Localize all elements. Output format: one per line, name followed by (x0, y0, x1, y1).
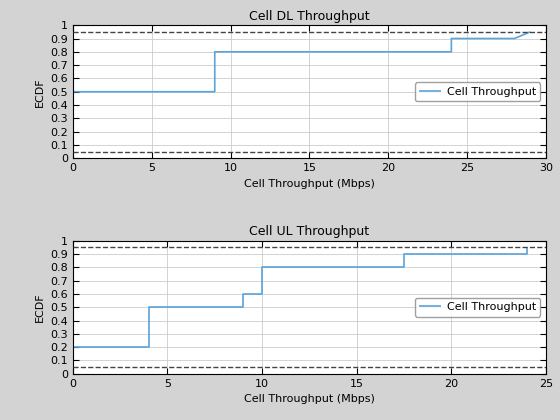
Cell Throughput (211, 49, 218, 54)
Cell Throughput (211, 89, 218, 94)
Cell Throughput (259, 265, 265, 270)
Cell Throughput (448, 36, 455, 41)
Cell Throughput (240, 291, 246, 297)
Cell Throughput (401, 265, 408, 270)
Legend: Cell Throughput: Cell Throughput (414, 298, 540, 317)
Cell Throughput (511, 36, 518, 41)
Cell Throughput (464, 36, 470, 41)
Cell Throughput (448, 252, 455, 257)
Line: Cell Throughput: Cell Throughput (73, 247, 527, 347)
Cell Throughput (524, 252, 530, 257)
Cell Throughput (524, 245, 530, 250)
Legend: Cell Throughput: Cell Throughput (414, 82, 540, 101)
Cell Throughput (69, 345, 76, 350)
Title: Cell UL Throughput: Cell UL Throughput (249, 225, 370, 238)
Cell Throughput (448, 252, 455, 257)
Y-axis label: ECDF: ECDF (35, 292, 45, 322)
Cell Throughput (145, 345, 152, 350)
Cell Throughput (410, 252, 417, 257)
Cell Throughput (69, 89, 76, 94)
X-axis label: Cell Throughput (Mbps): Cell Throughput (Mbps) (244, 178, 375, 189)
Title: Cell DL Throughput: Cell DL Throughput (249, 10, 370, 23)
Cell Throughput (278, 265, 284, 270)
Cell Throughput (410, 252, 417, 257)
Cell Throughput (259, 291, 265, 297)
Line: Cell Throughput: Cell Throughput (73, 32, 530, 92)
Cell Throughput (240, 305, 246, 310)
Y-axis label: ECDF: ECDF (35, 77, 45, 107)
Cell Throughput (527, 29, 534, 34)
Cell Throughput (227, 49, 234, 54)
Cell Throughput (401, 252, 408, 257)
Cell Throughput (145, 305, 152, 310)
X-axis label: Cell Throughput (Mbps): Cell Throughput (Mbps) (244, 394, 375, 404)
Cell Throughput (448, 49, 455, 54)
